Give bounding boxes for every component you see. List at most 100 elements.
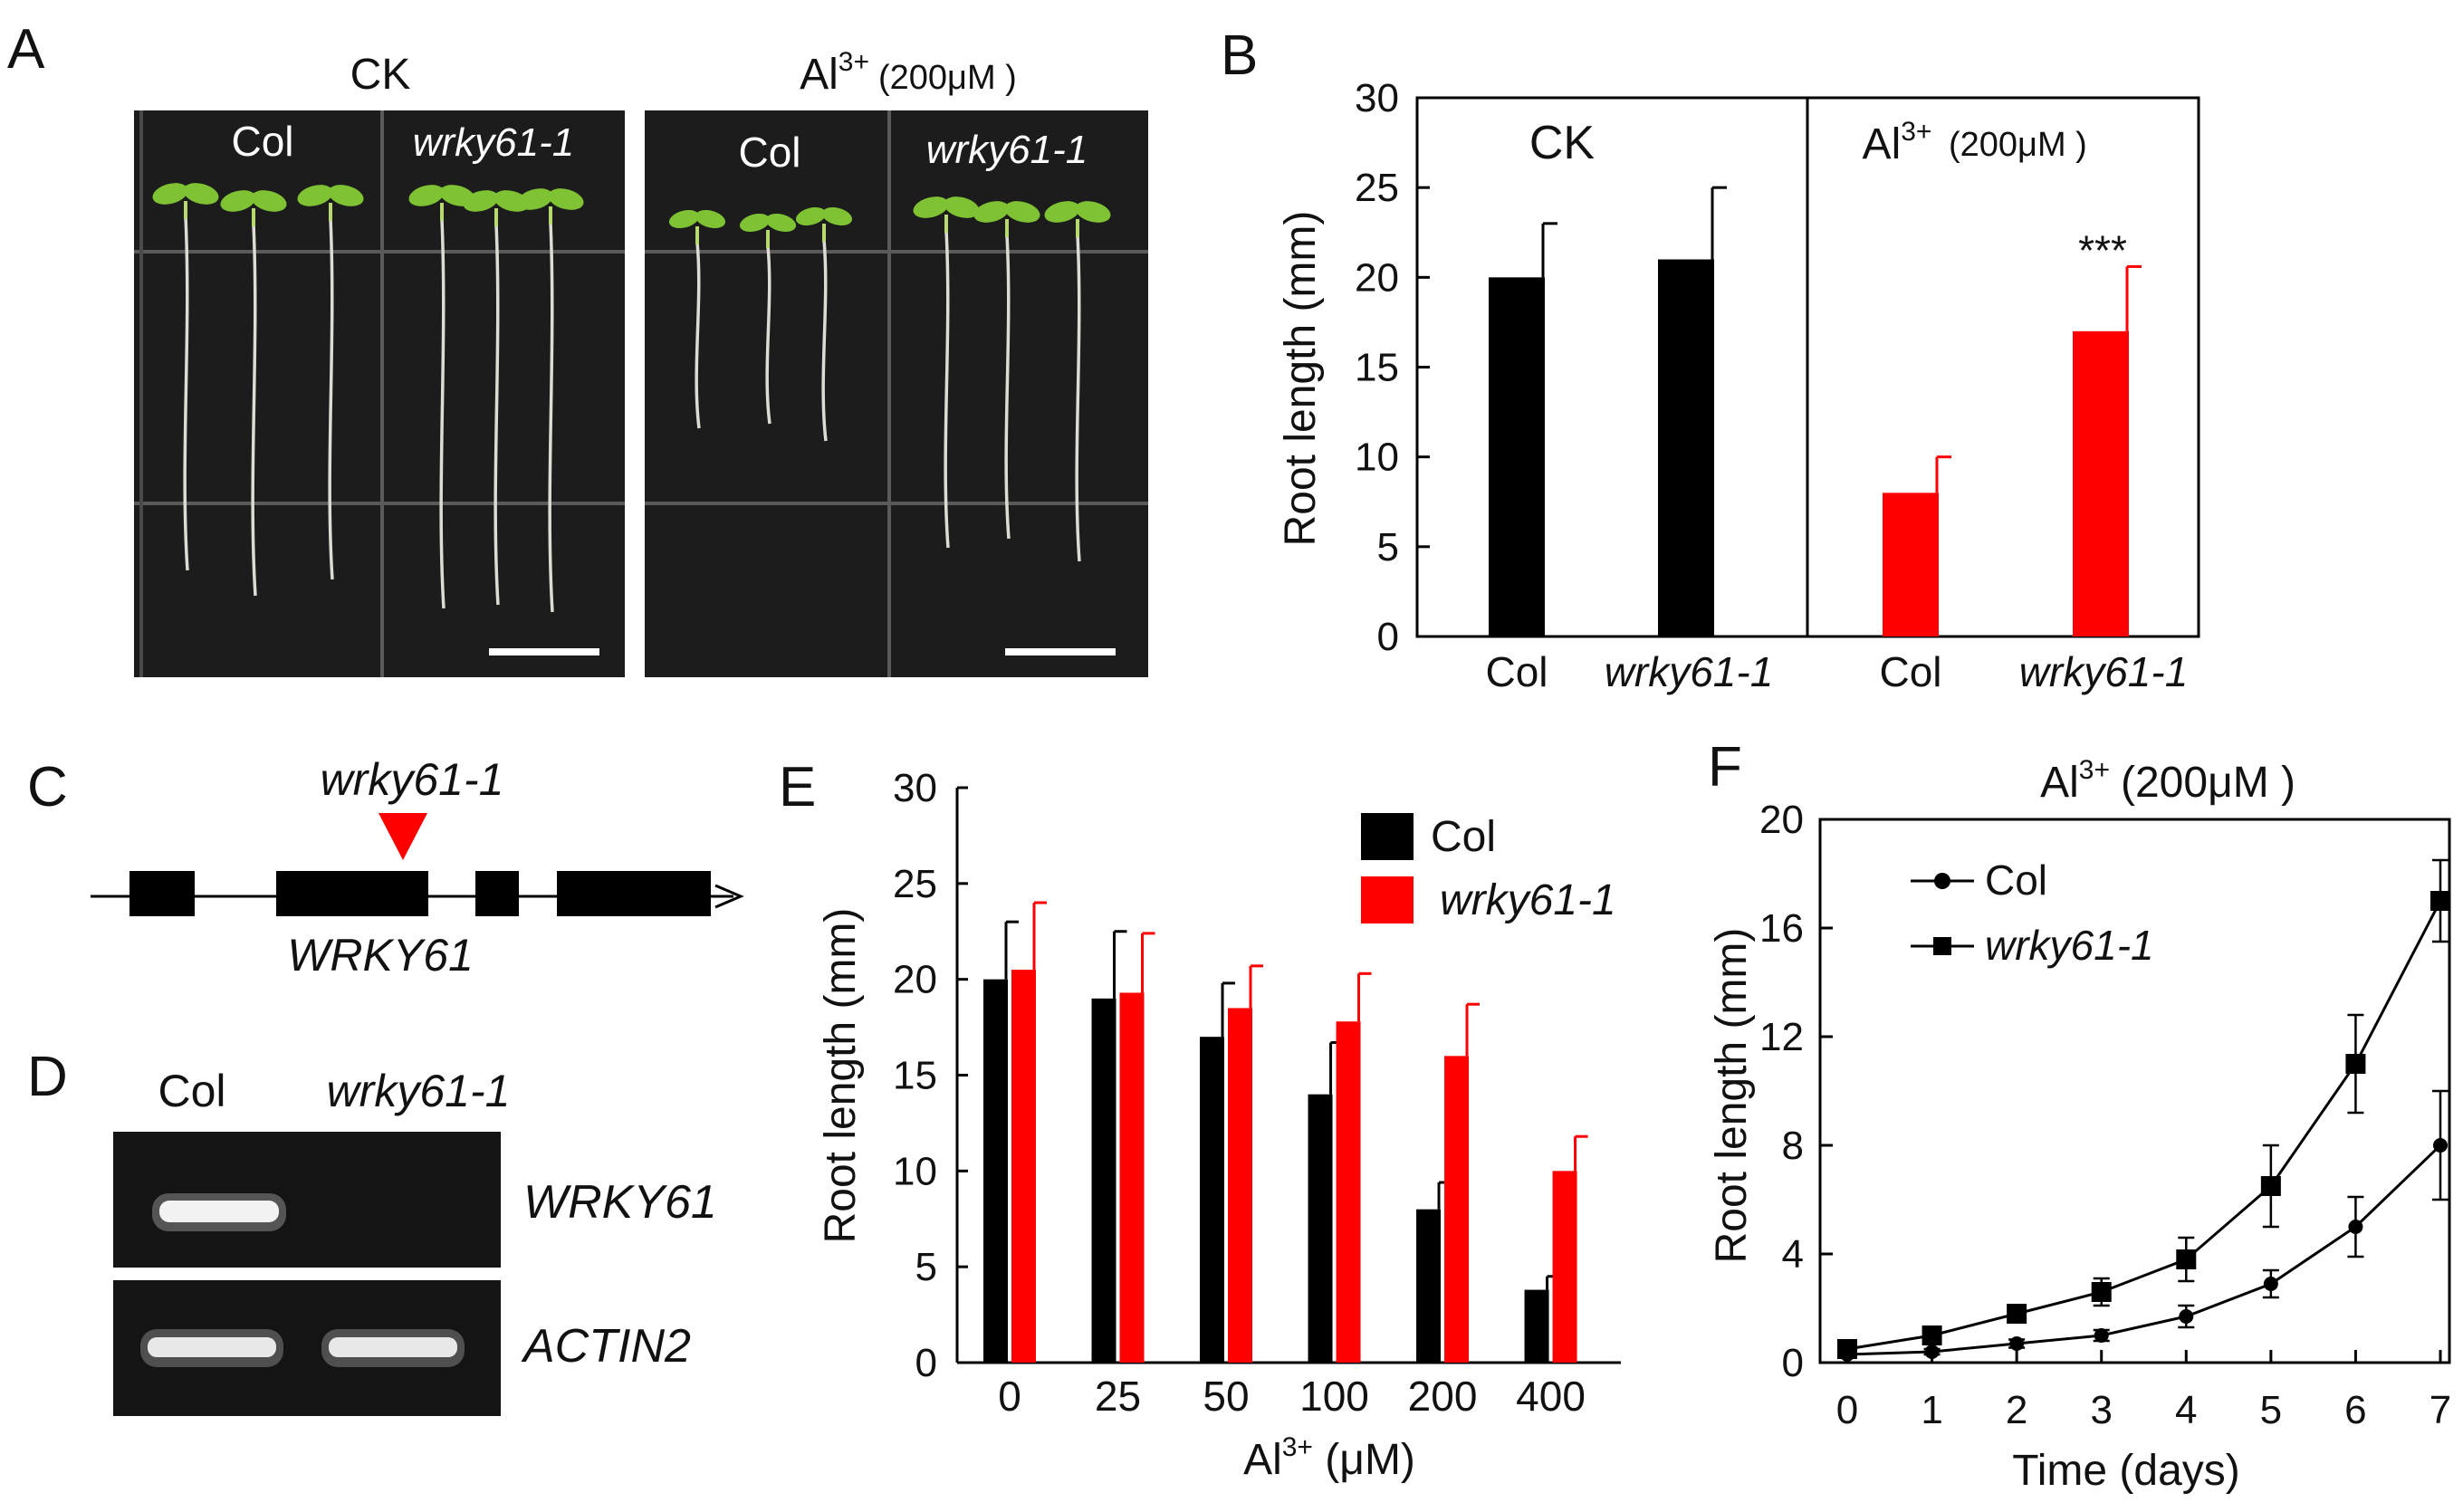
chart-b-ytick-label-25: 25 <box>1355 166 1399 210</box>
seedling-al-mutant-1-root <box>944 230 950 549</box>
chart-f-point-0-3 <box>2094 1328 2109 1343</box>
gene-model-insertion-label: wrky61-1 <box>321 754 504 805</box>
chart-e-bar-1-3 <box>1336 1021 1361 1363</box>
chart-f-point-0-5 <box>2263 1277 2278 1291</box>
chart-b-xtick-label-2: Col <box>1879 648 1941 695</box>
chart-e-ytick-label-5: 5 <box>915 1245 937 1289</box>
seedling-al-mutant-2-leaf-right <box>1004 201 1040 223</box>
chart-f-xtick-label-2: 2 <box>2006 1388 2027 1432</box>
seedling-ck-mutant-3 <box>517 188 584 613</box>
seedling-al-col-2-root <box>765 245 771 425</box>
gel: Col wrky61-1 WRKY61 ACTIN2 <box>113 1066 717 1416</box>
legend-swatch-col <box>1361 813 1414 860</box>
seedling-al-mutant-2 <box>973 201 1040 540</box>
gel-lane-mutant-label: wrky61-1 <box>327 1066 511 1116</box>
chart-b-xtick-label-1: wrky61-1 <box>1605 648 1774 695</box>
seedling-ck-col-3-root <box>328 218 334 580</box>
chart-f-ytick-label-12: 12 <box>1759 1015 1804 1059</box>
chart-e-legend: Col wrky61-1 <box>1361 813 1616 924</box>
gel-row-actin2-label: ACTIN2 <box>521 1320 691 1373</box>
chart-f-point-1-0 <box>1837 1339 1857 1359</box>
chart-f-xtick-label-1: 1 <box>1921 1388 1942 1432</box>
seedling-ck-mutant-3-root <box>548 222 554 613</box>
chart-f-line-1 <box>1846 900 2442 1351</box>
exon-2 <box>276 871 428 916</box>
chart-b-ytick-label-5: 5 <box>1377 525 1399 569</box>
chart-f-point-1-7 <box>2430 891 2450 911</box>
seedling-al-col-3-root <box>821 239 828 442</box>
photo-ck-mutant-label: wrky61-1 <box>413 120 575 165</box>
chart-f-point-1-4 <box>2176 1249 2197 1269</box>
chart-f-point-0-2 <box>2009 1336 2025 1351</box>
panel-letter-c: C <box>27 756 68 818</box>
chart-e-bar-0-2 <box>1200 1037 1225 1363</box>
photo-al: Col wrky61-1 <box>645 110 1148 677</box>
band-wrky61-col <box>159 1201 279 1222</box>
chart-f-xtick-label-7: 7 <box>2429 1388 2451 1432</box>
seedling-al-mutant-3-leaf-right <box>1075 201 1111 223</box>
chart-e-ylabel: Root length (mm) <box>817 908 865 1244</box>
seedling-ck-col-2-root <box>251 224 257 597</box>
gene-model: wrky61-1 WRKY61 <box>91 754 744 981</box>
seedling-ck-mutant-3-leaf-left <box>517 188 553 210</box>
seedling-al-mutant-1-leaf-left <box>913 196 949 218</box>
chart-f-legend: Col wrky61-1 <box>1911 856 2154 969</box>
chart-b-group-ck: CK <box>1529 117 1596 169</box>
panel-letter-f: F <box>1708 736 1742 799</box>
exon-4 <box>557 871 711 916</box>
seedling-ck-col-2-leaf-right <box>251 190 287 212</box>
seedling-al-mutant-1-leaf-right <box>944 196 980 218</box>
gel-row-wrky61-label: WRKY61 <box>523 1176 717 1229</box>
chart-b-bar-3 <box>2073 330 2129 636</box>
chart-e-ytick-label-20: 20 <box>893 958 937 1002</box>
chart-e-xtick-label-2: 50 <box>1203 1373 1249 1420</box>
photo-ck: Col wrky61-1 <box>134 110 625 677</box>
chart-b-ytick-label-10: 10 <box>1355 435 1399 480</box>
chart-f-title-conc: (200μM ) <box>2121 759 2295 807</box>
chart-f-point-0-7 <box>2433 1138 2448 1153</box>
photo-al-col-label: Col <box>738 129 800 176</box>
chart-e-bar-1-2 <box>1228 1008 1253 1363</box>
chart-e-bar-0-0 <box>983 979 1008 1363</box>
chart-e-xtick-label-4: 200 <box>1408 1373 1478 1420</box>
panel-a-al-title: Al3+ <box>800 47 869 99</box>
legend-label-col-f: Col <box>1985 856 2047 904</box>
chart-b-bar-2 <box>1883 493 1939 636</box>
chart-f-ylabel: Root length (mm) <box>1708 928 1756 1264</box>
panel-letter-e: E <box>779 756 816 818</box>
chart-b-bar-0 <box>1489 277 1545 636</box>
photo-al-grid <box>645 110 1148 677</box>
chart-b-xtick-label-0: Col <box>1485 648 1548 695</box>
panel-letter-a: A <box>7 18 45 81</box>
chart-e-bar-0-4 <box>1416 1209 1442 1363</box>
legend-marker-col <box>1934 873 1950 889</box>
chart-f-frame <box>1818 818 2451 1364</box>
chart-b-bar-1 <box>1658 259 1714 636</box>
seedling-ck-col-1-root <box>183 216 189 571</box>
t-dna-insertion-triangle <box>379 813 427 860</box>
chart-b-ytick-label-0: 0 <box>1377 615 1399 659</box>
chart-b-ylabel: Root length (mm) <box>1277 211 1325 547</box>
photo-ck-grid <box>134 110 625 677</box>
chart-e-bar-1-1 <box>1119 992 1145 1363</box>
chart-e-xtick-label-5: 400 <box>1516 1373 1586 1420</box>
chart-b-group-al-conc: (200μM ) <box>1949 126 2087 164</box>
panel-letter-b: B <box>1221 24 1258 87</box>
seedling-al-col-2-leaf-left <box>739 213 771 233</box>
panel-a-ck-title: CK <box>350 51 411 99</box>
gel-lane-col-label: Col <box>158 1066 225 1116</box>
seedling-ck-mutant-1 <box>408 185 475 609</box>
chart-b-ytick-label-15: 15 <box>1355 346 1399 390</box>
exon-1 <box>129 871 195 916</box>
chart-e-bar-0-3 <box>1308 1094 1333 1363</box>
chart-e-bar-1-4 <box>1444 1056 1470 1363</box>
seedling-ck-col-3 <box>297 185 364 580</box>
seedling-al-mutant-2-leaf-left <box>973 201 1010 223</box>
seedling-ck-mutant-2-root <box>494 224 500 606</box>
chart-f-xtick-label-4: 4 <box>2175 1388 2197 1432</box>
seedling-al-col-2-leaf-right <box>765 213 797 233</box>
chart-f-point-1-1 <box>1922 1325 1942 1345</box>
seedling-al-mutant-1 <box>913 196 980 549</box>
chart-f-ytick-label-16: 16 <box>1759 906 1804 951</box>
chart-b-ytick-label-30: 30 <box>1355 76 1399 120</box>
